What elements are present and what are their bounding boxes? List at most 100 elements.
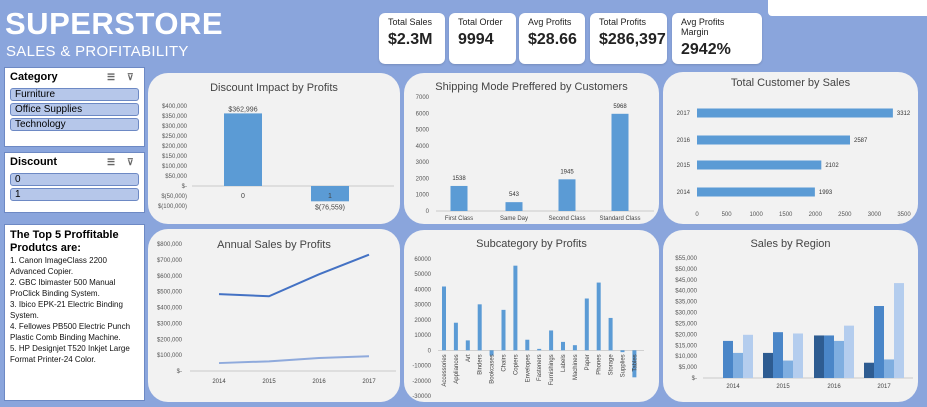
slicer-item-office-supplies[interactable]: Office Supplies xyxy=(10,103,139,116)
bar xyxy=(733,352,743,378)
y-tick-label: $300,000 xyxy=(157,321,183,327)
x-tick-label: Appliances xyxy=(454,354,460,383)
y-tick-label: $50,000 xyxy=(675,267,697,273)
kpi-value: 2942% xyxy=(681,41,731,58)
x-tick-label: Chairs xyxy=(502,354,508,371)
bar xyxy=(477,304,482,351)
top5-item: 4. Fellowes PB500 Electric Punch Plastic… xyxy=(10,322,131,342)
y-tick-label: $400,000 xyxy=(157,306,183,312)
bar xyxy=(501,309,506,351)
top5-item: 5. HP Designjet T520 Inkjet Large Format… xyxy=(10,344,130,364)
bar xyxy=(442,286,446,351)
x-tick-label: Machines xyxy=(573,354,579,380)
y-tick-label: 3000 xyxy=(416,160,430,166)
x-tick-label: 2014 xyxy=(726,384,740,390)
y-tick-label: $(50,000) xyxy=(161,194,187,200)
x-tick-label: Supplies xyxy=(621,354,627,377)
y-tick-label: $(100,000) xyxy=(158,204,187,210)
x-tick-label: Envelopes xyxy=(525,354,531,382)
customer-by-sales-chart: 3312 2017 2587 2016 2102 2015 1993 2014 0 500 1000… xyxy=(677,108,911,218)
x-tick-label: 2017 xyxy=(877,384,891,390)
kpi-value: $28.66 xyxy=(528,31,577,48)
bar xyxy=(596,282,601,351)
bar xyxy=(549,330,554,351)
kpi-avg-profits: Avg Profits $28.66 xyxy=(519,13,585,64)
x-tick-label: 3500 xyxy=(897,212,911,218)
discount-slicer-title: Discount xyxy=(10,156,58,168)
kpi-total-order: Total Order 9994 xyxy=(449,13,516,64)
y-tick-label: -30000 xyxy=(412,394,431,400)
y-tick-label: 30000 xyxy=(414,303,431,309)
y-tick-label: 7000 xyxy=(416,95,430,101)
bar xyxy=(697,108,893,118)
y-tick-label: $250,000 xyxy=(162,134,188,140)
bar xyxy=(783,360,793,378)
discount-impact-card: Discount Impact by Profits $400,000 $350,… xyxy=(148,73,400,224)
clear-filter-icon[interactable]: ⊽ xyxy=(127,157,134,167)
y-tick-label: $- xyxy=(692,376,697,382)
y-tick-label: $300,000 xyxy=(162,124,188,130)
y-tick-label: $45,000 xyxy=(675,278,697,284)
series-line xyxy=(218,355,370,365)
bar xyxy=(743,334,753,378)
kpi-label: Avg Profits xyxy=(528,17,572,27)
y-tick-label: 0 xyxy=(428,348,432,354)
x-tick-label: Paper xyxy=(585,354,591,370)
y-tick-label: $10,000 xyxy=(675,354,697,360)
multi-select-icon[interactable]: ☰ xyxy=(107,72,116,82)
y-tick-label: $400,000 xyxy=(162,104,188,110)
y-tick-label: $25,000 xyxy=(675,321,697,327)
slicer-item-discount-0[interactable]: 0 xyxy=(10,173,139,186)
bar xyxy=(884,359,894,378)
y-tick-label: $350,000 xyxy=(162,114,188,120)
x-tick-label: Accessories xyxy=(442,354,448,386)
y-tick-label: $700,000 xyxy=(157,258,183,264)
x-tick-label: 0 xyxy=(241,193,245,200)
bar xyxy=(453,322,458,351)
y-tick-label: $5,000 xyxy=(679,365,698,371)
region-chart: $55,000 $50,000 $45,000 $40,000 $35,000 $30,0… xyxy=(675,256,913,390)
x-tick-label: First Class xyxy=(445,216,473,222)
data-label: 543 xyxy=(509,192,520,198)
slicer-item-furniture[interactable]: Furniture xyxy=(10,88,139,101)
x-tick-label: 2017 xyxy=(362,379,376,385)
data-label: 1538 xyxy=(452,176,466,182)
slicer-item-discount-1[interactable]: 1 xyxy=(10,188,139,201)
y-tick-label: 50000 xyxy=(414,272,431,278)
y-tick-label: -20000 xyxy=(412,379,431,385)
x-tick-label: 2014 xyxy=(212,379,226,385)
kpi-value: $2.3M xyxy=(388,31,433,48)
x-tick-label: Labels xyxy=(561,354,567,372)
y-tick-label: $600,000 xyxy=(157,274,183,280)
y-tick-label: $35,000 xyxy=(675,300,697,306)
x-tick-label: Phones xyxy=(597,354,603,374)
series-line xyxy=(218,253,370,298)
slicer-item-technology[interactable]: Technology xyxy=(10,118,139,131)
y-tick-label: $800,000 xyxy=(157,242,183,248)
bar xyxy=(834,340,844,378)
bar xyxy=(513,265,518,351)
bar xyxy=(558,179,576,211)
y-tick-label: 6000 xyxy=(416,111,430,117)
kpi-value: 9994 xyxy=(458,31,494,48)
data-label: 3312 xyxy=(897,111,911,117)
x-tick-label: 3000 xyxy=(868,212,882,218)
bar xyxy=(697,160,822,170)
top5-item: 3. Ibico EPK-21 Electric Binding System. xyxy=(10,300,123,320)
bar xyxy=(489,350,494,356)
kpi-total-sales: Total Sales $2.3M xyxy=(379,13,445,64)
dashboard-title: SUPERSTORE xyxy=(5,6,224,41)
x-tick-label: Art xyxy=(466,354,472,362)
x-tick-label: 500 xyxy=(722,212,733,218)
y-tick-label: 0 xyxy=(426,209,430,215)
clear-filter-icon[interactable]: ⊽ xyxy=(127,72,134,82)
y-tick-label: $150,000 xyxy=(162,154,188,160)
shipping-mode-card: Shipping Mode Preffered by Customers 700… xyxy=(404,73,659,224)
data-label: $362,996 xyxy=(228,106,257,113)
x-tick-label: 2015 xyxy=(262,379,276,385)
category-slicer-title: Category xyxy=(10,71,58,83)
x-tick-label: Furnishings xyxy=(549,354,555,385)
y-tick-label: $40,000 xyxy=(675,289,697,295)
multi-select-icon[interactable]: ☰ xyxy=(107,157,116,167)
data-label: 2587 xyxy=(854,138,868,144)
